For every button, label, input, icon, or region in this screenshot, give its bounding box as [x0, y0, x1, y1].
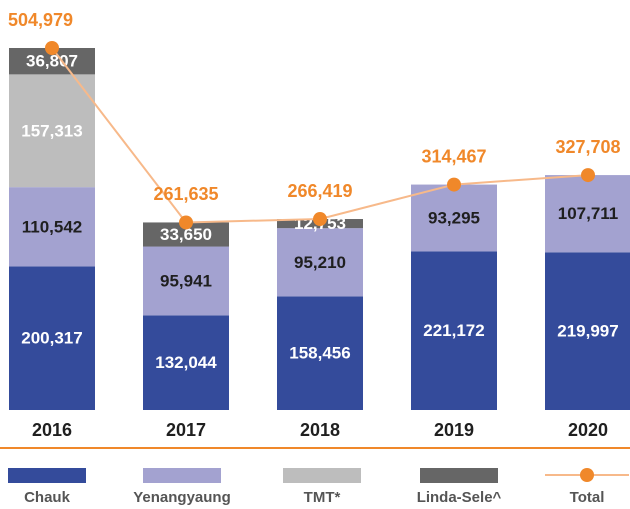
total-label: 314,467: [421, 146, 486, 166]
legend-label: Total: [570, 489, 605, 506]
value-label: 93,295: [428, 208, 480, 227]
bar-segment: [411, 251, 497, 410]
bar-segment: [9, 74, 95, 188]
legend-swatch: [143, 468, 221, 483]
value-label: 157,313: [21, 121, 82, 140]
total-marker: [45, 41, 59, 55]
total-label: 504,979: [8, 10, 73, 30]
value-label: 219,997: [557, 322, 618, 341]
value-label: 158,456: [289, 344, 350, 363]
total-marker: [447, 177, 461, 192]
total-label: 327,708: [555, 137, 620, 157]
value-label: 95,941: [160, 271, 212, 290]
legend-label: Chauk: [24, 489, 71, 506]
value-label: 33,650: [160, 225, 212, 244]
bar-segment: [9, 187, 95, 267]
total-label: 261,635: [153, 184, 218, 204]
x-tick-label: 2019: [434, 420, 474, 440]
bar-segment: [143, 246, 229, 316]
x-tick-label: 2018: [300, 420, 340, 440]
total-label: 266,419: [287, 181, 352, 201]
legend-marker: [580, 468, 594, 482]
value-label: 110,542: [22, 217, 83, 236]
value-label: 95,210: [294, 253, 346, 272]
legend-swatch: [420, 468, 498, 483]
value-label: 132,044: [155, 353, 217, 372]
bar-segment: [277, 228, 363, 297]
x-tick-label: 2016: [32, 420, 72, 440]
legend-label: Yenangyaung: [133, 489, 231, 506]
legend-label: Linda-Sele^: [417, 489, 502, 506]
total-marker: [179, 215, 193, 230]
value-label: 221,172: [423, 321, 484, 340]
bar-segment: [143, 315, 229, 410]
bar-segment: [277, 296, 363, 410]
legend-swatch: [8, 468, 86, 483]
value-label: 107,711: [558, 204, 619, 223]
x-tick-label: 2017: [166, 420, 206, 440]
bar-segment: [9, 266, 95, 410]
bar-segment: [545, 175, 630, 253]
bar-segment: [411, 184, 497, 252]
total-marker: [581, 168, 595, 183]
x-tick-label: 2020: [568, 420, 608, 440]
bar-segment: [545, 252, 630, 410]
legend-swatch: [283, 468, 361, 483]
total-marker: [313, 212, 327, 227]
legend-label: TMT*: [304, 489, 341, 506]
value-label: 200,317: [21, 329, 82, 348]
